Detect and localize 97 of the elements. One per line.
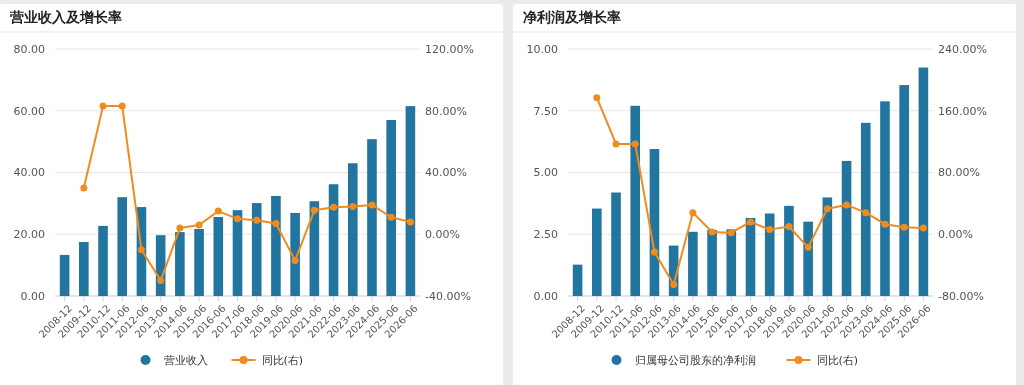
point (689, 209, 697, 217)
point (157, 277, 165, 285)
bar (707, 230, 717, 296)
point (368, 201, 376, 209)
point (272, 219, 280, 227)
bar (822, 197, 833, 296)
bar (98, 225, 108, 296)
bar (764, 213, 775, 296)
bar (572, 264, 583, 296)
point (766, 226, 774, 234)
point (593, 94, 601, 102)
y2-tick-label: 0.00% (938, 228, 973, 242)
point (80, 184, 88, 192)
point (99, 102, 107, 110)
legend-label: 同比(右) (261, 353, 304, 367)
point (612, 140, 620, 148)
point (118, 102, 126, 110)
point (919, 224, 927, 232)
point (785, 223, 793, 231)
point (234, 215, 241, 223)
bar (232, 210, 243, 296)
bar (194, 229, 204, 296)
bar (592, 208, 602, 296)
point (253, 216, 261, 224)
legend-label: 同比(右) (816, 353, 859, 367)
bar (271, 195, 281, 296)
bar (309, 201, 320, 296)
point (631, 140, 639, 148)
bar (347, 163, 358, 296)
point (387, 213, 395, 221)
bar (117, 197, 128, 296)
point (823, 205, 831, 213)
y-tick-label: 2.50 (533, 228, 558, 242)
y-tick-label: 0.00 (20, 289, 45, 303)
y2-tick-label: 40.00% (425, 166, 467, 180)
y2-tick-label: 80.00% (425, 104, 467, 118)
legend-label: 归属母公司股东的净利润 (634, 353, 756, 367)
y-tick-label: 7.50 (533, 104, 558, 118)
bar (367, 139, 377, 296)
bar (803, 221, 813, 296)
bar (251, 203, 262, 296)
bar (918, 67, 929, 296)
point (214, 207, 222, 215)
bar (630, 105, 641, 296)
bar (59, 254, 70, 296)
bar (784, 205, 794, 296)
bar (841, 160, 852, 296)
y-tick-label: 5.00 (533, 166, 558, 180)
bar (688, 231, 698, 296)
y-tick-label: 10.00 (526, 42, 558, 56)
y2-tick-label: 240.00% (938, 42, 987, 56)
point (670, 280, 678, 288)
point (862, 209, 870, 217)
bar (290, 212, 300, 296)
point (137, 246, 145, 254)
point (291, 256, 299, 264)
point (727, 229, 735, 237)
point (650, 248, 658, 256)
point (843, 201, 851, 209)
bar (611, 192, 621, 296)
bar (745, 217, 756, 296)
y2-tick-label: 80.00% (938, 166, 980, 180)
point (804, 243, 812, 251)
legend-label: 营业收入 (163, 353, 208, 367)
point (900, 223, 908, 231)
chart-title: 营业收入及增长率 (9, 9, 122, 25)
bar (899, 85, 909, 296)
bar (649, 149, 660, 296)
bar (405, 106, 416, 296)
bar (860, 122, 871, 296)
y2-tick-label: 0.00% (425, 228, 460, 242)
y2-tick-label: 120.00% (425, 42, 474, 56)
point (176, 224, 184, 232)
point (881, 220, 889, 228)
y-tick-label: 20.00 (13, 228, 45, 242)
point (310, 206, 318, 214)
chart-title: 净利润及增长率 (523, 9, 621, 25)
point (330, 203, 338, 211)
y-tick-label: 80.00 (13, 42, 45, 56)
bar (880, 101, 890, 296)
y-tick-label: 60.00 (13, 104, 45, 118)
point (406, 218, 414, 226)
bar (328, 184, 339, 296)
point (747, 218, 754, 226)
y2-tick-label: -40.00% (425, 289, 471, 303)
point (349, 202, 357, 210)
bar (79, 241, 89, 296)
y2-tick-label: -80.00% (938, 289, 984, 303)
point (195, 221, 203, 229)
bar (726, 229, 737, 296)
y-tick-label: 0.00 (533, 289, 558, 303)
bar (175, 232, 185, 296)
y2-tick-label: 160.00% (938, 104, 987, 118)
bar (213, 216, 224, 296)
point (708, 228, 716, 236)
y-tick-label: 40.00 (13, 166, 45, 180)
bar (386, 120, 396, 296)
